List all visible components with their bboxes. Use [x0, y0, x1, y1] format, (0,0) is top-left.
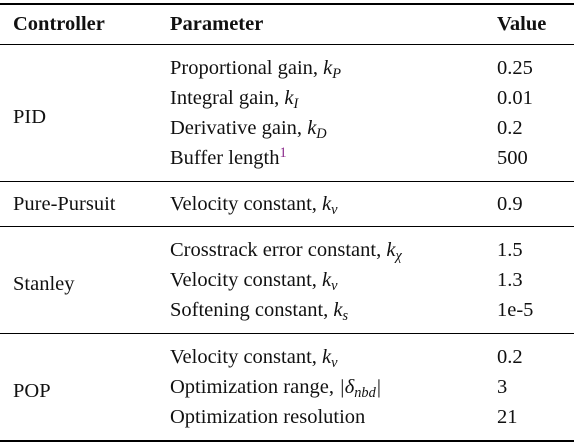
controller-name: PID	[0, 44, 170, 182]
table-row: Stanley Crosstrack error constant, kχ 1.…	[0, 226, 574, 334]
parameter-value: 1.3	[497, 269, 523, 291]
table-row: Optimization range, |δnbd| 3	[0, 372, 574, 402]
parameter-value: 21	[497, 402, 574, 442]
parameter-table-figure: Controller Parameter Value PID Proportio…	[0, 3, 574, 442]
table-row: Buffer length1 500	[0, 143, 574, 182]
table-row: Velocity constant, kv 1.3	[0, 265, 574, 295]
parameter-name: Crosstrack error constant, kχ	[170, 226, 497, 265]
parameter-value: 0.9	[497, 181, 574, 227]
controller-name: Pure-Pursuit	[0, 181, 170, 227]
parameter-name: Softening constant, ks	[170, 299, 349, 324]
parameter-value: 1.5	[497, 226, 574, 265]
parameter-name: Optimization range, |δnbd|	[170, 376, 382, 401]
parameter-value: 0.01	[497, 87, 533, 109]
group-pure-pursuit: Pure-Pursuit Velocity constant, kv 0.9	[0, 181, 574, 227]
parameter-value: 3	[497, 376, 508, 398]
table-row: PID Proportional gain, kP 0.25	[0, 44, 574, 182]
parameter-name: Optimization resolution	[170, 402, 497, 442]
table-row: Softening constant, ks 1e-5	[0, 295, 574, 334]
parameter-name: Velocity constant, kv	[170, 181, 497, 227]
parameter-name: Integral gain, kI	[170, 87, 299, 112]
group-stanley: Stanley Crosstrack error constant, kχ 1.…	[0, 226, 574, 334]
header-value: Value	[497, 3, 574, 45]
controller-parameter-table: Controller Parameter Value PID Proportio…	[0, 3, 574, 442]
parameter-value: 0.2	[497, 117, 523, 139]
parameter-value: 500	[497, 147, 528, 169]
table-row: Pure-Pursuit Velocity constant, kv 0.9	[0, 181, 574, 227]
table-row: Derivative gain, kD 0.2	[0, 113, 574, 143]
footnote-marker[interactable]: 1	[279, 145, 287, 161]
parameter-name: Velocity constant, kv	[170, 269, 338, 294]
header-parameter: Parameter	[170, 3, 497, 45]
header-row: Controller Parameter Value	[0, 3, 574, 45]
controller-name: POP	[0, 333, 170, 442]
header-controller: Controller	[0, 3, 170, 45]
table-row: Integral gain, kI 0.01	[0, 83, 574, 113]
group-pid: PID Proportional gain, kP 0.25 Integral …	[0, 44, 574, 182]
parameter-value: 1e-5	[497, 299, 534, 321]
parameter-name: Proportional gain, kP	[170, 44, 497, 83]
group-pop: POP Velocity constant, kv 0.2 Optimizati…	[0, 333, 574, 442]
parameter-name: Derivative gain, kD	[170, 117, 327, 142]
parameter-name: Velocity constant, kv	[170, 333, 497, 372]
parameter-name: Buffer length1	[170, 145, 287, 169]
parameter-value: 0.2	[497, 333, 574, 372]
parameter-value: 0.25	[497, 44, 574, 83]
table-row: POP Velocity constant, kv 0.2	[0, 333, 574, 442]
controller-name: Stanley	[0, 226, 170, 334]
